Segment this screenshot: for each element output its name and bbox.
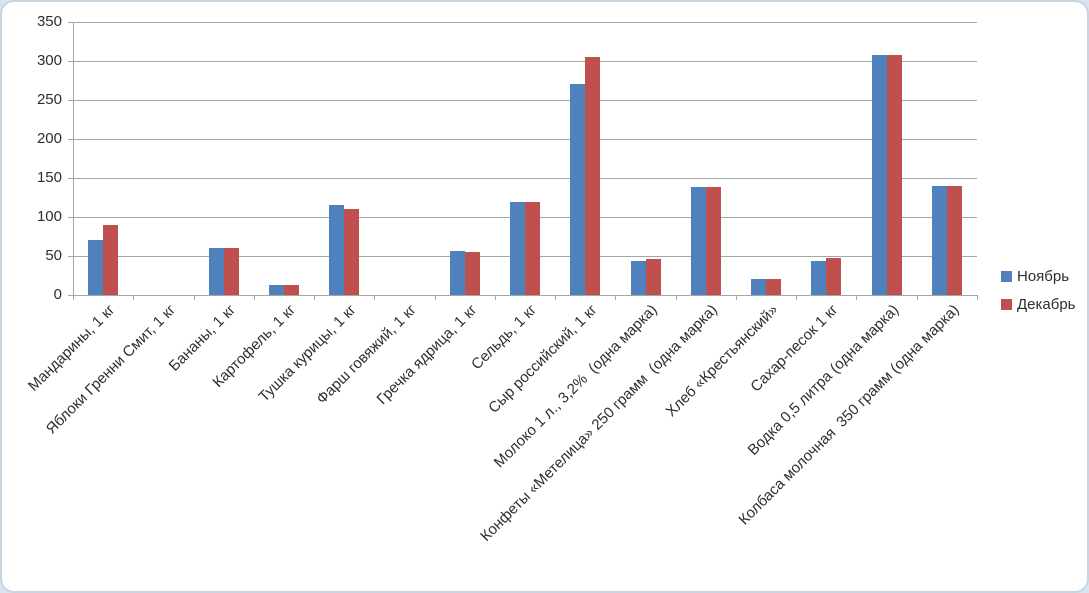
x-axis-category-label-1: Яблоки Гренни Смит, 1 кг [42,301,179,438]
x-axis-tick-12 [796,295,797,300]
bar-Ноябрь-10 [690,186,706,295]
y-axis-label-150: 150 [36,169,62,186]
x-axis-tick-0 [73,295,74,300]
gridline-250 [73,100,977,101]
bar-Декабрь-11 [766,279,782,295]
bar-Ноябрь-3 [268,284,284,295]
y-axis-label-300: 300 [36,52,62,69]
bar-Ноябрь-6 [449,251,465,295]
x-axis-tick-4 [314,295,315,300]
legend-label-november: Ноябрь [1017,268,1070,285]
y-axis-label-200: 200 [36,130,62,147]
x-axis-category-label-14: Колбаса молочная 350 грамм (одна марка) [735,301,963,529]
y-axis-tick-0 [68,295,73,296]
bar-Декабрь-4 [344,209,360,295]
x-axis-tick-5 [374,295,375,300]
x-axis-tick-1 [133,295,134,300]
bar-Декабрь-12 [826,257,842,295]
legend-label-december: Декабрь [1017,296,1076,313]
x-axis-tick-14 [917,295,918,300]
x-axis-line [73,295,978,296]
bar-Ноябрь-7 [510,202,525,295]
x-axis-tick-9 [615,295,616,300]
gridline-150 [73,178,977,179]
y-axis-label-250: 250 [36,91,62,108]
x-axis-tick-8 [555,295,556,300]
y-axis-tick-300 [68,61,73,62]
bar-Декабрь-6 [464,252,480,295]
bar-Декабрь-14 [946,185,962,295]
legend-item-november: Ноябрь [1001,269,1075,284]
bar-Ноябрь-11 [751,279,767,295]
y-axis-label-50: 50 [45,247,62,264]
bar-Ноябрь-8 [570,84,586,295]
bar-Ноябрь-14 [931,185,947,295]
y-axis-label-100: 100 [36,208,62,225]
y-axis-label-350: 350 [36,13,62,30]
y-axis-tick-350 [68,22,73,23]
x-axis-tick-7 [495,295,496,300]
gridline-200 [73,139,977,140]
y-axis-tick-150 [68,178,73,179]
bar-Ноябрь-9 [630,260,646,295]
y-axis-tick-100 [68,217,73,218]
x-axis-category-label-11: Хлеб «Крестьянский» [662,301,782,421]
x-axis-tick-10 [676,295,677,300]
bar-Ноябрь-12 [811,260,827,295]
bar-Ноябрь-0 [88,240,104,295]
x-axis-category-label-8: Сыр российский, 1 кг [485,301,601,417]
x-axis-tick-11 [736,295,737,300]
gridline-350 [73,22,977,23]
legend-swatch-november-icon [1001,271,1012,282]
y-axis-tick-50 [68,256,73,257]
bar-Декабрь-13 [886,54,902,295]
bar-Ноябрь-2 [208,248,224,295]
y-axis-tick-250 [68,100,73,101]
bar-Ноябрь-13 [871,54,887,295]
x-axis-tick-3 [254,295,255,300]
bar-Декабрь-2 [223,248,239,295]
x-axis-tick-6 [435,295,436,300]
bar-Декабрь-0 [103,224,119,295]
bar-Ноябрь-4 [329,205,345,295]
y-axis-tick-200 [68,139,73,140]
x-axis-tick-13 [856,295,857,300]
y-axis-label-0: 0 [53,286,62,303]
bar-Декабрь-10 [705,186,721,295]
bar-Декабрь-8 [585,57,601,295]
y-axis-line [73,22,74,296]
legend-swatch-december-icon [1001,299,1012,310]
bar-Декабрь-9 [645,259,661,295]
legend-item-december: Декабрь [1001,297,1075,312]
x-axis-tick-15 [977,295,978,300]
legend: Ноябрь Декабрь [1001,269,1075,312]
gridline-300 [73,61,977,62]
bar-Декабрь-7 [525,202,540,295]
bar-Декабрь-3 [283,284,299,295]
x-axis-tick-2 [194,295,195,300]
